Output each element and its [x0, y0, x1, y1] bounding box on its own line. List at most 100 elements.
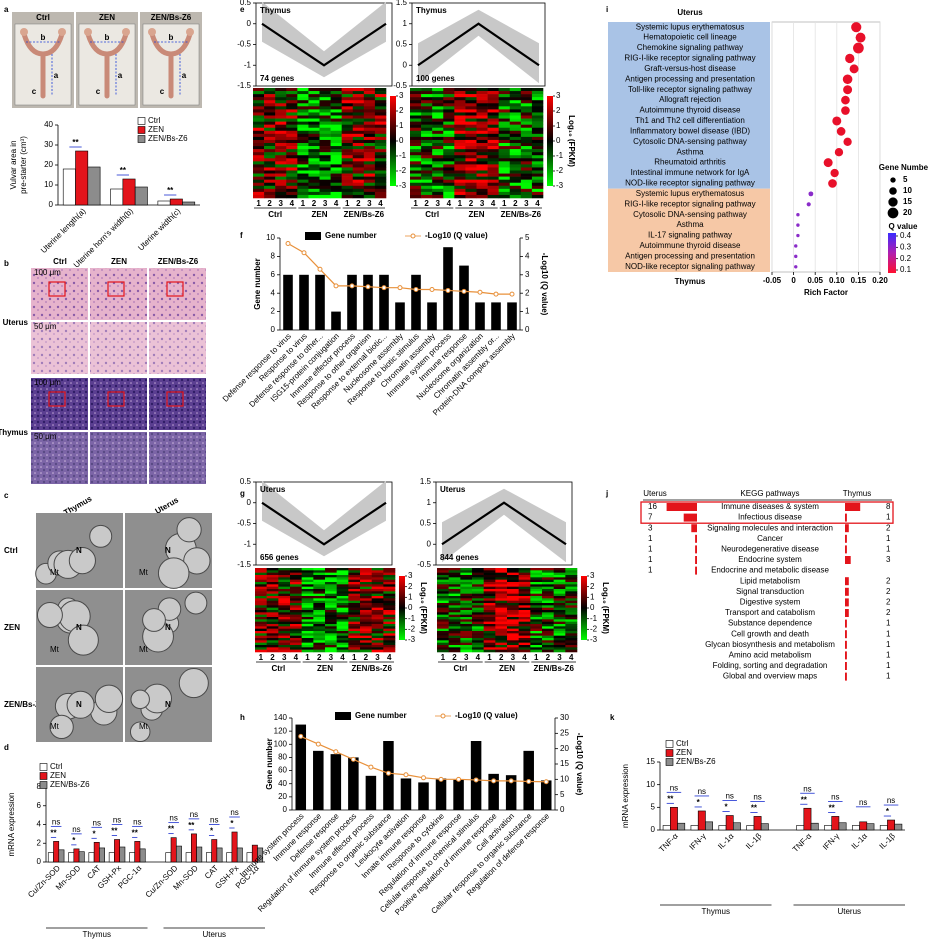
table-header: Uterus [643, 489, 667, 498]
heatmap-cell [297, 136, 309, 141]
bubble [845, 53, 855, 64]
heatmap-cell [498, 133, 511, 138]
em-mark: Mt [50, 568, 60, 577]
heatmap-cell [460, 579, 473, 583]
heatmap-group-label: ZEN/Bs-Z6 [533, 664, 574, 673]
heatmap-cell [253, 167, 265, 171]
heatmap-cell [336, 645, 349, 648]
em-cell [67, 624, 99, 656]
y-tick-label: 20 [560, 744, 569, 753]
heatmap-cell [454, 115, 466, 119]
heatmap-cell [553, 647, 566, 650]
heatmap-cell [341, 124, 354, 129]
heatmap-cell [530, 584, 543, 587]
heatmap-cell [465, 124, 477, 129]
heatmap-cell [297, 94, 309, 98]
heatmap-cell [498, 136, 511, 141]
heatmap-cell [313, 649, 326, 653]
em-mark: Mt [50, 722, 60, 731]
heatmap-cell [266, 638, 279, 641]
line-marker [350, 756, 356, 762]
heatmap-cell [290, 631, 302, 634]
heatmap-cell [520, 112, 533, 116]
heatmap-cell [275, 106, 287, 110]
heatmap-cell [454, 176, 466, 180]
heatmap-cell [520, 97, 533, 101]
y-tick-label: 10 [560, 774, 569, 783]
heatmap-cell [410, 109, 422, 113]
bar [99, 847, 105, 863]
zoom-box [48, 391, 66, 407]
heatmap-cell [264, 185, 276, 190]
heatmap-cell [443, 88, 455, 92]
heatmap-cell [341, 103, 354, 107]
line-marker [421, 775, 426, 781]
heatmap-cell [363, 97, 376, 101]
heatmap-cell [336, 635, 349, 639]
heatmap-cell [336, 591, 349, 594]
heatmap-cell [336, 638, 349, 641]
heatmap-cell [371, 582, 384, 585]
heatmap-cell [383, 598, 396, 601]
heatmap-cell [286, 130, 298, 135]
heatmap-cell [476, 143, 488, 147]
line-marker [333, 283, 339, 289]
heatmap-cell [465, 136, 477, 141]
heatmap-cell [498, 146, 511, 150]
heatmap-cell [363, 173, 376, 177]
heatmap-cell [352, 136, 365, 141]
heatmap-cell [348, 610, 361, 613]
micrograph-high [90, 432, 147, 484]
heatmap-cell [363, 164, 376, 168]
colorbar [390, 96, 396, 186]
heatmap-cell [520, 139, 533, 144]
heatmap-cell [553, 603, 566, 606]
heatmap-cell [454, 109, 466, 113]
heatmap-column-label: 4 [447, 199, 452, 208]
heatmap-cell [297, 170, 309, 174]
heatmap-cell [308, 161, 320, 165]
heatmap-cell [518, 617, 531, 620]
heatmap-cell [518, 586, 531, 590]
legend-marker [410, 233, 416, 239]
bar [859, 821, 868, 831]
heatmap-cell [432, 158, 444, 162]
heatmap-cell [266, 586, 279, 590]
heatmap-cell [454, 103, 466, 107]
y-tick-label: -1.5 [237, 81, 251, 90]
heatmap-cell [518, 589, 531, 592]
heatmap-cell [509, 182, 522, 187]
heatmap-cell [352, 91, 365, 95]
bubble [842, 74, 853, 85]
heatmap-cell [341, 130, 354, 135]
heatmap-cell [286, 191, 298, 196]
heatmap-cell [371, 600, 384, 604]
bar [838, 822, 847, 831]
heatmap-cell [542, 614, 554, 618]
heatmap-cell [483, 607, 496, 611]
heatmap-cell [437, 638, 449, 641]
heatmap-cell [530, 610, 543, 613]
heatmap-cell [565, 570, 578, 573]
significance: ns [698, 787, 706, 796]
heatmap-cell [255, 647, 267, 650]
heatmap-cell [383, 586, 396, 590]
heatmap-cell [308, 94, 320, 98]
line-marker [429, 287, 435, 293]
heatmap-cell [341, 191, 354, 196]
bar [746, 825, 755, 831]
heatmap-cell [371, 591, 384, 594]
heatmap-cell [325, 593, 337, 597]
heatmap-column-label: 4 [294, 653, 299, 662]
heatmap-cell [374, 155, 387, 159]
heatmap-cell [495, 640, 508, 643]
heatmap-cell [374, 176, 387, 180]
significance: * [93, 829, 97, 838]
heatmap-cell [437, 596, 449, 599]
bar [139, 848, 146, 863]
heatmap-cell [421, 191, 433, 196]
heatmap-cell [264, 194, 276, 199]
heatmap-cell [363, 91, 376, 95]
heatmap-cell [360, 612, 372, 615]
pathway-label: Cell growth and death [731, 629, 809, 638]
